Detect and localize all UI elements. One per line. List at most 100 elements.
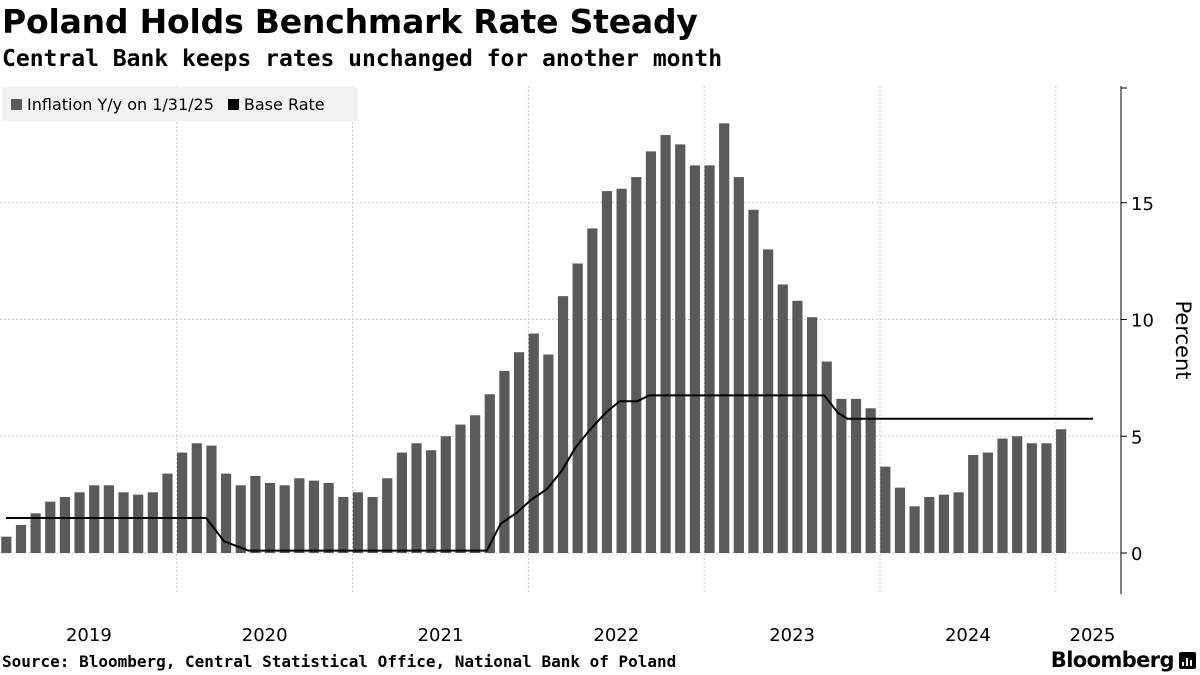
inflation-bar bbox=[103, 485, 114, 553]
y-tick-label: 5 bbox=[1131, 427, 1142, 448]
inflation-bar bbox=[894, 487, 906, 553]
inflation-bar bbox=[338, 496, 349, 553]
legend-label-base-rate: Base Rate bbox=[243, 94, 325, 114]
inflation-bar bbox=[352, 492, 364, 553]
inflation-bar bbox=[133, 494, 144, 554]
inflation-bar bbox=[616, 188, 627, 554]
y-axis: 0 5 10 15 bbox=[1120, 86, 1154, 594]
inflation-bar bbox=[924, 496, 935, 553]
inflation-bar bbox=[206, 445, 217, 553]
inflation-bar bbox=[689, 165, 700, 553]
inflation-bar bbox=[850, 398, 862, 553]
inflation-bar bbox=[484, 394, 495, 553]
inflation-bar bbox=[279, 485, 290, 553]
source-note: Source: Bloomberg, Central Statistical O… bbox=[2, 652, 677, 671]
inflation-bar bbox=[557, 296, 569, 553]
inflation-bar bbox=[543, 354, 554, 553]
inflation-bar bbox=[411, 443, 422, 553]
inflation-bar bbox=[660, 135, 671, 554]
chart-legend: Inflation Y/y on 1/31/25 Base Rate bbox=[2, 87, 358, 121]
base-rate-line bbox=[6, 394, 1093, 552]
inflation-bar bbox=[763, 249, 774, 553]
inflation-bar bbox=[15, 524, 27, 553]
legend-item-base-rate: Base Rate bbox=[227, 94, 325, 114]
x-tick-label: 2021 bbox=[418, 625, 464, 646]
x-tick-label: 2019 bbox=[66, 625, 112, 646]
x-tick-label: 2023 bbox=[769, 625, 815, 646]
inflation-bar bbox=[1041, 443, 1052, 553]
inflation-bar bbox=[323, 482, 334, 553]
x-tick-label: 2025 bbox=[1070, 625, 1116, 646]
inflation-bar bbox=[396, 452, 407, 554]
inflation-bar bbox=[528, 333, 539, 553]
inflation-bar bbox=[177, 452, 188, 554]
inflation-bars bbox=[1, 123, 1067, 554]
inflation-bar bbox=[220, 473, 232, 553]
y-tick-label: 10 bbox=[1131, 311, 1154, 332]
inflation-bar bbox=[250, 475, 261, 553]
inflation-bar bbox=[470, 415, 481, 554]
legend-item-inflation: Inflation Y/y on 1/31/25 bbox=[11, 95, 214, 114]
inflation-bar bbox=[499, 370, 510, 553]
inflation-bar bbox=[880, 466, 891, 554]
y-tick-label: 15 bbox=[1131, 194, 1154, 215]
inflation-bar bbox=[631, 177, 642, 553]
inflation-bar bbox=[909, 506, 920, 553]
inflation-bar bbox=[572, 263, 583, 553]
inflation-bar bbox=[147, 492, 158, 553]
brand-name: Bloomberg bbox=[1050, 648, 1175, 672]
inflation-bar bbox=[1, 536, 12, 553]
inflation-bar bbox=[162, 473, 173, 553]
inflation-bar bbox=[235, 485, 246, 553]
inflation-bar bbox=[308, 480, 320, 554]
x-tick-label: 2022 bbox=[593, 625, 639, 646]
inflation-bar bbox=[719, 123, 730, 554]
inflation-bar bbox=[982, 452, 993, 554]
x-tick-label: 2020 bbox=[242, 625, 288, 646]
inflation-bar bbox=[191, 443, 202, 553]
inflation-bar bbox=[513, 352, 525, 553]
inflation-bar bbox=[777, 284, 788, 553]
inflation-bar bbox=[455, 424, 466, 553]
inflation-bar bbox=[367, 496, 378, 553]
y-tick-label: 0 bbox=[1131, 544, 1142, 565]
legend-label-inflation: Inflation Y/y on 1/31/25 bbox=[27, 94, 214, 114]
legend-swatch-inflation bbox=[11, 98, 22, 110]
inflation-bar bbox=[865, 408, 876, 553]
inflation-bar bbox=[30, 513, 41, 553]
y-axis-title: Percent bbox=[1171, 300, 1195, 379]
inflation-bar bbox=[806, 317, 818, 553]
inflation-bar bbox=[836, 398, 847, 553]
inflation-bar bbox=[821, 361, 832, 553]
inflation-bar bbox=[645, 151, 657, 553]
inflation-bar bbox=[733, 177, 744, 553]
inflation-bar bbox=[675, 144, 686, 554]
inflation-bar bbox=[294, 478, 305, 553]
inflation-bar bbox=[440, 436, 451, 553]
inflation-bar bbox=[587, 228, 598, 553]
chart-subtitle: Central Bank keeps rates unchanged for a… bbox=[2, 46, 723, 72]
base-rate-line-group bbox=[6, 394, 1093, 552]
inflation-bar bbox=[382, 478, 393, 553]
inflation-bar bbox=[748, 209, 759, 553]
inflation-bar bbox=[997, 438, 1008, 553]
inflation-bar bbox=[1056, 429, 1067, 554]
x-tick-label: 2024 bbox=[945, 625, 991, 646]
inflation-bar bbox=[1012, 436, 1023, 553]
x-axis-labels: 2019 2020 2021 2022 2023 2024 2025 bbox=[66, 625, 1115, 646]
inflation-bar bbox=[45, 501, 56, 553]
inflation-bar bbox=[704, 165, 715, 553]
inflation-bar bbox=[89, 485, 100, 553]
inflation-bar bbox=[968, 454, 979, 553]
bar-chart-icon bbox=[1179, 651, 1196, 669]
inflation-bar bbox=[59, 496, 71, 553]
inflation-bar bbox=[264, 482, 276, 553]
inflation-bar bbox=[118, 492, 129, 553]
legend-swatch-base-rate bbox=[227, 98, 239, 110]
inflation-bar bbox=[1026, 443, 1037, 553]
inflation-bar bbox=[426, 450, 437, 553]
inflation-bar bbox=[938, 494, 950, 554]
inflation-bar bbox=[74, 492, 85, 553]
inflation-bar bbox=[792, 300, 803, 553]
